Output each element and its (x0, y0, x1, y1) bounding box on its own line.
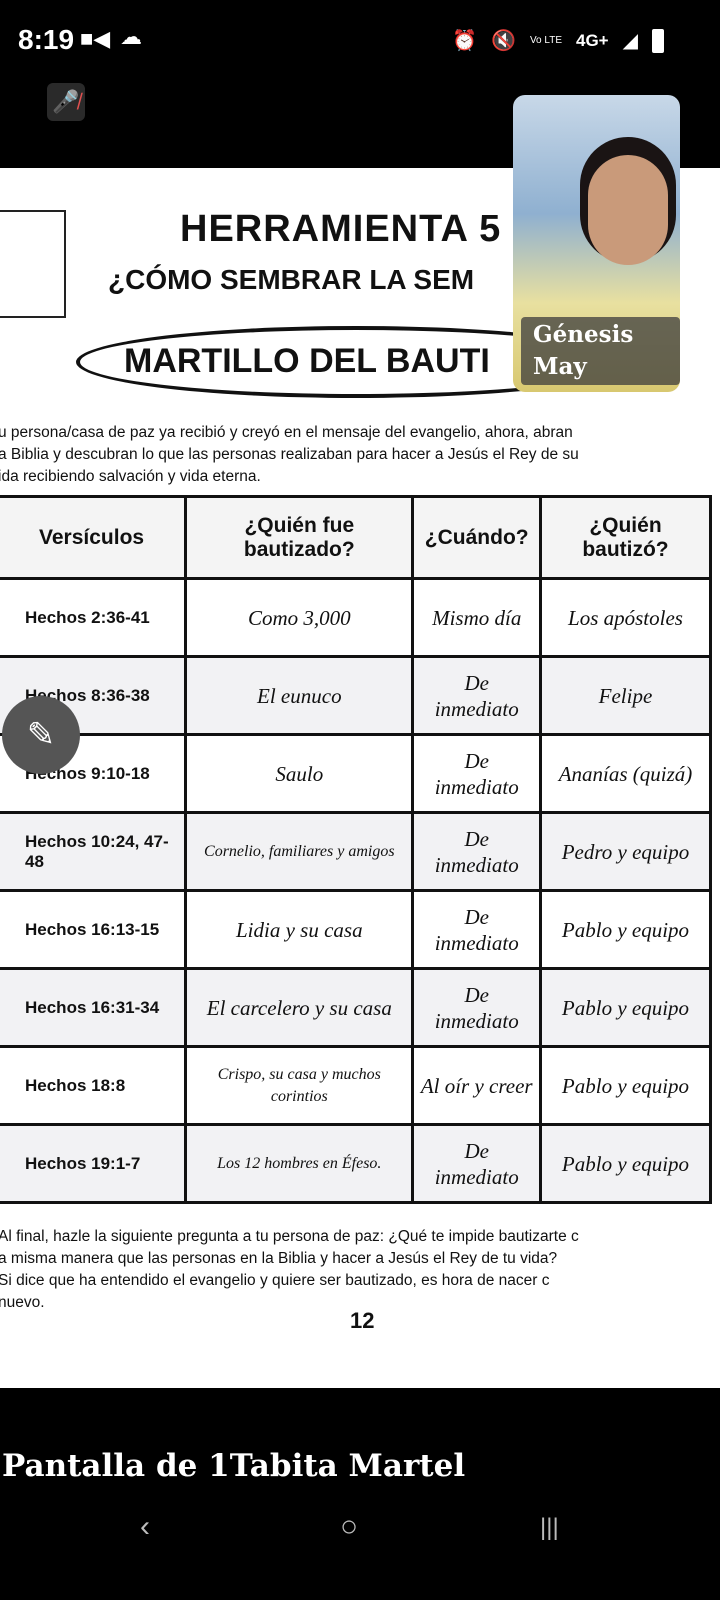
intro-line: a Biblia y descubran lo que las personas… (0, 446, 579, 463)
table-cell: Hechos 18:8 (0, 1045, 188, 1126)
table-cell: Cornelio, familiares y amigos (184, 811, 415, 892)
table-cell: Como 3,000 (184, 577, 415, 658)
table-cell: Pedro y equipo (538, 811, 713, 892)
doc-subtitle: ¿CÓMO SEMBRAR LA SEM (108, 264, 475, 295)
page-number: 12 (350, 1308, 375, 1333)
table-row: Hechos 16:31-34 El carcelero y su casa De … (0, 967, 713, 1048)
table-cell: Hechos 10:24, 47-48 (0, 811, 188, 892)
table-cell: Hechos 19:1-7 (0, 1123, 188, 1204)
mic-muted-icon[interactable]: 🎤̸ (47, 83, 85, 121)
participant-face (588, 155, 668, 265)
back-icon[interactable]: ‹ (140, 1510, 150, 1543)
battery-icon (652, 28, 664, 53)
status-bar: 8:19 ■◀ ☁ ⏰ 🔇 Vo LTE 4G+ ◢ (0, 22, 720, 62)
screen-share-label: Pantalla de 1Tabita Martel (2, 1448, 466, 1484)
table-cell: Los 12 hombres en Éfeso. (184, 1123, 415, 1204)
column-header: ¿Quién bautizó? (538, 495, 713, 580)
participant-name: Génesis May (521, 317, 680, 385)
footer-line: Al final, hazle la siguiente pregunta a … (0, 1228, 579, 1245)
pencil-icon[interactable]: ✎ (2, 696, 80, 774)
table-cell: Pablo y equipo (538, 1045, 713, 1126)
video-icon: ■◀ (80, 26, 111, 51)
table-cell: Pablo y equipo (538, 1123, 713, 1204)
footer-line: a misma manera que las personas en la Bi… (0, 1250, 558, 1267)
intro-line: ida recibiendo salvación y vida eterna. (0, 468, 261, 485)
table-cell: De inmediato (411, 733, 542, 814)
table-cell: El carcelero y su casa (184, 967, 415, 1048)
network-type: 4G+ (576, 30, 609, 50)
table-cell: Lidia y su casa (184, 889, 415, 970)
doc-title: HERRAMIENTA 5 (180, 208, 502, 250)
baptism-table: Versículos ¿Quién fue bautizado? ¿Cuándo? ¿… (0, 495, 713, 1204)
table-cell: Los apóstoles (538, 577, 713, 658)
table-cell: Felipe (538, 655, 713, 736)
column-header: Versículos (0, 495, 188, 580)
table-row: Hechos 16:13-15 Lidia y su casa De inmedia… (0, 889, 713, 970)
footer-text: Al final, hazle la siguiente pregunta a … (0, 1226, 720, 1314)
table-cell: Al oír y creer (411, 1045, 542, 1126)
table-row: Hechos 19:1-7 Los 12 hombres en Éfeso. De … (0, 1123, 713, 1204)
intro-text: u persona/casa de paz ya recibió y creyó… (0, 422, 720, 488)
home-icon[interactable]: ○ (340, 1510, 359, 1543)
volte-icon: Vo LTE (529, 34, 562, 46)
mute-icon: 🔇 (491, 30, 516, 52)
table-cell: Saulo (184, 733, 415, 814)
table-cell: El eunuco (184, 655, 415, 736)
table-row: Hechos 8:36-38 El eunuco De inmediato Felip… (0, 655, 713, 736)
cloud-icon: ☁ (120, 24, 142, 49)
table-cell: Crispo, su casa y muchos corintios (184, 1045, 415, 1126)
doc-banner: MARTILLO DEL BAUTI (124, 342, 490, 380)
table-cell: Ananías (quizá) (538, 733, 713, 814)
footer-line: nuevo. (0, 1294, 45, 1311)
clock: 8:19 (18, 24, 75, 55)
table-row: Hechos 18:8 Crispo, su casa y muchos cori… (0, 1045, 713, 1126)
table-cell: Hechos 16:13-15 (0, 889, 188, 970)
table-cell: De inmediato (411, 889, 542, 970)
table-cell: De inmediato (411, 655, 542, 736)
table-cell: Pablo y equipo (538, 889, 713, 970)
column-header: ¿Cuándo? (411, 495, 542, 580)
intro-line: u persona/casa de paz ya recibió y creyó… (0, 424, 573, 441)
table-cell: Pablo y equipo (538, 967, 713, 1048)
table-row: Hechos 2:36-41 Como 3,000 Mismo día Los apó… (0, 577, 713, 658)
table-row: Hechos 9:10-18 Saulo De inmediato Ananías (… (0, 733, 713, 814)
signal-icon: ◢ (622, 30, 638, 52)
table-cell: De inmediato (411, 967, 542, 1048)
footer-line: Si dice que ha entendido el evangelio y … (0, 1272, 550, 1289)
table-cell: Hechos 16:31-34 (0, 967, 188, 1048)
table-row: Hechos 10:24, 47-48 Cornelio, familiares … (0, 811, 713, 892)
alarm-icon: ⏰ (452, 30, 478, 52)
table-cell: Mismo día (411, 577, 542, 658)
recents-icon[interactable]: ||| (540, 1514, 559, 1541)
participant-video[interactable]: Génesis May (513, 95, 680, 392)
table-cell: Hechos 2:36-41 (0, 577, 188, 658)
logo-icon (0, 210, 66, 318)
table-cell: De inmediato (411, 811, 542, 892)
column-header: ¿Quién fue bautizado? (184, 495, 415, 580)
table-cell: De inmediato (411, 1123, 542, 1204)
